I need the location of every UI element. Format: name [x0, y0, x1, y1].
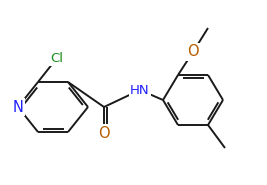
Text: Cl: Cl: [50, 51, 64, 65]
Text: N: N: [13, 100, 23, 115]
Text: HN: HN: [130, 83, 150, 97]
Text: O: O: [98, 125, 110, 140]
Text: O: O: [187, 45, 199, 60]
